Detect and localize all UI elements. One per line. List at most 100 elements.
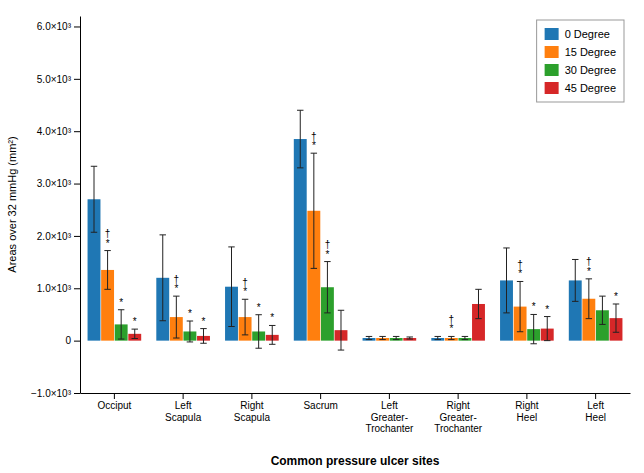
series: [128, 289, 622, 350]
tick-mark: [458, 393, 459, 399]
error-bar: [228, 247, 234, 327]
tick-label: Occiput: [97, 400, 131, 411]
annotation: †*: [242, 277, 248, 298]
x-axis: Occiput LeftScapula RightScapula Sacrum Left…: [81, 393, 631, 434]
tick-mark: [251, 393, 252, 399]
tick-mark: [74, 341, 80, 342]
tick-mark: [74, 131, 80, 132]
x-tick: LeftGreater-Trochanter: [365, 393, 414, 434]
error-bar: [242, 299, 248, 335]
tick-label: RightGreater-Trochanter: [434, 400, 483, 434]
error-bar: [104, 251, 110, 290]
legend-label: 15 Degree: [565, 46, 616, 58]
y-tick: 4.0×10³: [37, 126, 80, 137]
bar: [294, 139, 307, 341]
error-bar: [599, 296, 605, 324]
tick-label: −1.0×10³: [31, 388, 72, 399]
annotation: †*: [449, 314, 455, 335]
annotation: †*: [517, 259, 523, 280]
error-bar: [187, 321, 193, 342]
error-bar: [338, 310, 344, 350]
legend-label: 45 Degree: [565, 82, 616, 94]
error-bar: [503, 248, 509, 313]
tick-label: LeftHeel: [585, 400, 606, 423]
error-bar: [200, 329, 206, 344]
tick-label: LeftGreater-Trochanter: [365, 400, 414, 434]
y-tick: −1.0×10³: [31, 388, 80, 399]
annotation: *: [257, 302, 261, 313]
annotation: *: [202, 316, 206, 327]
error-bar: [366, 336, 372, 339]
error-bar: [132, 329, 138, 338]
legend-label: 0 Degree: [565, 28, 610, 40]
y-tick: 5.0×10³: [37, 74, 80, 85]
annotation: *: [545, 304, 549, 315]
tick-mark: [114, 393, 115, 399]
x-tick: RightHeel: [515, 393, 539, 423]
annotation: *: [188, 308, 192, 319]
annotation: †*: [586, 256, 592, 277]
annotation: †*: [325, 239, 331, 260]
y-axis: −1.0×10³01.0×10³2.0×10³3.0×10³4.0×10³5.0…: [31, 17, 81, 399]
error-bar: [255, 315, 261, 349]
x-tick: LeftHeel: [585, 393, 606, 423]
tick-mark: [74, 184, 80, 185]
error-bar: [269, 325, 275, 344]
series: [115, 262, 609, 349]
tick-mark: [74, 288, 80, 289]
annotation: †*: [311, 131, 317, 152]
legend-item: 15 Degree: [545, 46, 616, 58]
tick-label: LeftScapula: [165, 400, 202, 423]
tick-label: 2.0×10³: [37, 231, 72, 242]
error-bar: [173, 296, 179, 338]
error-bar: [530, 314, 536, 343]
tick-label: 5.0×10³: [37, 74, 72, 85]
error-bar: [517, 281, 523, 331]
tick-mark: [74, 393, 80, 394]
y-tick: 1.0×10³: [37, 283, 80, 294]
annotation: †*: [105, 228, 111, 249]
chart: −1.0×10³01.0×10³2.0×10³3.0×10³4.0×10³5.0…: [0, 0, 644, 473]
axis-line: [81, 393, 631, 394]
y-tick: 2.0×10³: [37, 231, 80, 242]
legend: 0 Degree 15 Degree 30 Degree 45 Degree: [537, 20, 624, 102]
tick-label: 6.0×10³: [37, 21, 72, 32]
annotation: †*: [174, 274, 180, 295]
annotation: *: [270, 312, 274, 323]
tick-label: Sacrum: [303, 400, 337, 411]
legend-label: 30 Degree: [565, 64, 616, 76]
x-tick: Sacrum: [303, 393, 337, 411]
annotations: †*†*†*†*†*†*†****†*******: [105, 131, 618, 335]
tick-mark: [526, 393, 527, 399]
error-bar: [544, 317, 550, 341]
error-bar: [311, 153, 317, 268]
x-tick: LeftScapula: [165, 393, 202, 423]
annotation: *: [119, 297, 123, 308]
y-tick: 6.0×10³: [37, 21, 80, 32]
annotation: *: [133, 316, 137, 327]
x-tick: RightGreater-Trochanter: [434, 393, 483, 434]
x-tick: Occiput: [97, 393, 131, 411]
legend-box: [537, 20, 624, 102]
tick-mark: [389, 393, 390, 399]
error-bar: [448, 336, 454, 339]
legend-item: 30 Degree: [545, 64, 616, 76]
error-bar: [462, 336, 468, 339]
tick-mark: [74, 26, 80, 27]
tick-label: 1.0×10³: [37, 283, 72, 294]
tick-label: 0: [65, 335, 71, 346]
axis-line: [80, 17, 81, 394]
error-bar: [393, 336, 399, 339]
legend-swatch: [545, 64, 559, 76]
y-tick: 0: [65, 335, 80, 346]
x-tick: RightScapula: [234, 393, 271, 423]
tick-mark: [320, 393, 321, 399]
legend-item: 0 Degree: [545, 28, 610, 40]
x-axis-title: Common pressure ulcer sites: [271, 454, 440, 468]
error-bar: [297, 110, 303, 168]
marks: [88, 110, 623, 350]
error-bar: [586, 279, 592, 319]
tick-mark: [74, 79, 80, 80]
tick-mark: [183, 393, 184, 399]
y-axis-title: Areas over 32 mmHg (mm²): [6, 136, 18, 272]
